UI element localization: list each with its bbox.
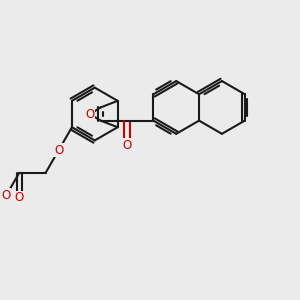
Text: O: O bbox=[2, 189, 10, 202]
Text: O: O bbox=[85, 107, 94, 121]
Text: O: O bbox=[54, 144, 63, 157]
Text: O: O bbox=[15, 191, 24, 205]
Text: O: O bbox=[122, 139, 132, 152]
